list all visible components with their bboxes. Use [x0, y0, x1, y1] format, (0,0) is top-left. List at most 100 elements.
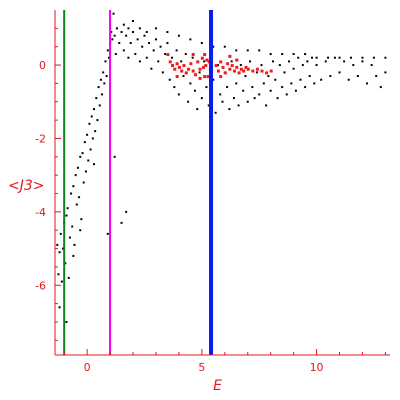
data-point	[82, 181, 85, 184]
data-point	[58, 306, 61, 309]
data-point	[223, 45, 226, 48]
data-point	[177, 34, 180, 37]
data-point	[290, 82, 293, 85]
data-point	[93, 163, 96, 166]
data-point	[304, 86, 307, 89]
data-point	[56, 243, 59, 246]
data-point	[113, 155, 116, 158]
data-point	[255, 71, 258, 74]
data-point	[327, 56, 330, 59]
data-point	[274, 78, 277, 81]
red-data-point	[193, 73, 197, 77]
data-point	[187, 100, 190, 103]
data-point	[384, 56, 387, 59]
data-point	[125, 210, 128, 213]
red-data-point	[187, 67, 191, 71]
data-point	[333, 56, 336, 59]
data-point	[232, 97, 235, 100]
data-point	[304, 53, 307, 56]
data-point	[79, 155, 82, 158]
red-data-point	[235, 65, 239, 69]
data-point	[157, 60, 160, 63]
data-point	[203, 60, 206, 63]
data-point	[118, 42, 121, 45]
red-data-point	[223, 71, 227, 75]
data-point	[239, 64, 242, 67]
data-point	[65, 320, 68, 323]
y-tick-label: 0	[39, 59, 46, 72]
red-data-point	[265, 71, 269, 75]
red-data-point	[200, 56, 204, 60]
data-point	[370, 64, 373, 67]
ticks: 0 5 10 0 -2 -4 -6	[35, 27, 386, 374]
data-point	[214, 111, 217, 114]
data-point	[361, 56, 364, 59]
data-point	[184, 53, 187, 56]
data-point	[221, 100, 224, 103]
data-point	[315, 56, 318, 59]
red-data-point	[166, 53, 170, 57]
red-data-point	[191, 69, 195, 73]
data-point	[269, 53, 272, 56]
data-point	[58, 251, 61, 254]
data-point	[94, 130, 97, 133]
data-point	[129, 42, 132, 45]
data-point	[120, 31, 123, 34]
x-tick-label: 5	[198, 361, 205, 374]
data-point	[70, 192, 73, 195]
data-point	[189, 38, 192, 41]
data-point	[200, 97, 203, 100]
data-point	[297, 56, 300, 59]
data-point	[71, 225, 74, 228]
red-data-point	[228, 54, 232, 58]
data-point	[107, 56, 110, 59]
data-point	[62, 247, 65, 250]
red-data-point	[189, 62, 193, 66]
data-point	[306, 60, 309, 63]
red-data-point	[221, 65, 225, 69]
red-data-point	[242, 69, 246, 73]
data-point	[299, 78, 302, 81]
data-point	[127, 27, 130, 30]
data-point	[72, 185, 75, 188]
data-point	[86, 133, 89, 136]
data-point	[182, 75, 185, 78]
data-point	[120, 221, 123, 224]
red-data-point	[203, 53, 207, 57]
data-point	[89, 148, 92, 151]
data-point	[301, 64, 304, 67]
red-data-point	[219, 60, 223, 64]
red-data-point	[184, 71, 188, 75]
data-point	[59, 232, 62, 235]
data-point	[265, 104, 268, 107]
data-point	[152, 49, 155, 52]
data-point	[122, 49, 125, 52]
data-point	[384, 71, 387, 74]
data-point	[161, 71, 164, 74]
data-point	[122, 23, 125, 26]
data-point	[74, 174, 77, 177]
data-point	[189, 82, 192, 85]
data-point	[173, 86, 176, 89]
data-point	[115, 27, 118, 30]
data-point	[313, 82, 316, 85]
red-data-point	[230, 64, 234, 68]
data-point	[138, 27, 141, 30]
data-point	[75, 203, 78, 206]
red-data-point	[206, 75, 210, 79]
data-point	[91, 137, 94, 140]
red-data-point	[204, 64, 208, 68]
data-point	[338, 71, 341, 74]
y-tick-label: -6	[35, 279, 46, 292]
data-point	[112, 12, 115, 15]
data-point	[235, 82, 238, 85]
red-data-point	[255, 67, 259, 71]
red-data-point	[175, 75, 179, 79]
data-point	[349, 56, 352, 59]
data-point	[72, 254, 75, 257]
data-point	[79, 229, 82, 232]
data-point	[212, 45, 215, 48]
data-point	[294, 89, 297, 92]
data-point	[278, 64, 281, 67]
red-data-point	[269, 69, 273, 73]
